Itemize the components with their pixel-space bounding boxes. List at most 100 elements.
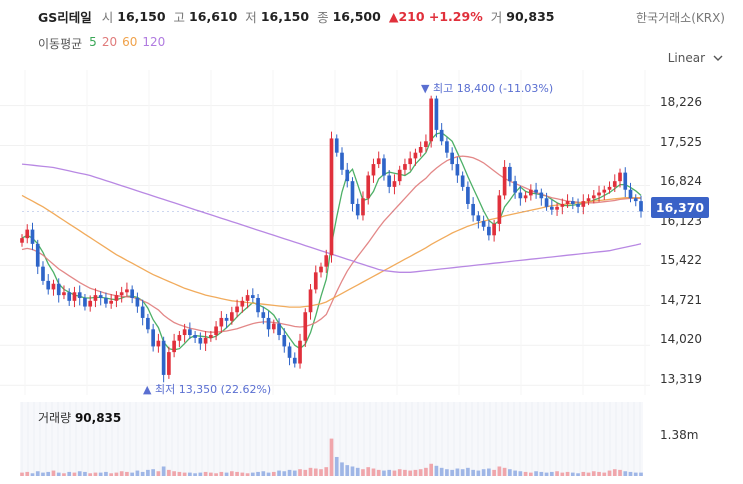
candle-body (46, 280, 51, 290)
volume-bar (549, 471, 554, 476)
candle-body (256, 297, 260, 313)
candle-body (177, 335, 182, 341)
candle-body (633, 198, 638, 202)
candle-body (41, 266, 45, 281)
y-tick-label: 14,721 (660, 293, 702, 307)
candle-body (570, 201, 575, 204)
exchange-label: 한국거래소(KRX) (636, 11, 725, 25)
volume-bar (125, 471, 129, 476)
volume-bar (329, 438, 334, 476)
volume-bar (476, 470, 481, 476)
volume-bar (345, 465, 350, 476)
candle-body (266, 317, 271, 330)
current-price-tag: 16,370 (651, 197, 709, 218)
candle-body (502, 166, 507, 196)
ma-20-label[interactable]: 20 (101, 35, 118, 49)
ma-60-label[interactable]: 60 (122, 35, 138, 49)
scale-dropdown[interactable]: Linear (668, 51, 723, 65)
volume-bar (41, 472, 45, 476)
candle-body (555, 206, 559, 210)
volume-bar (261, 471, 266, 476)
volume-bar (350, 466, 355, 476)
volume-bar (72, 472, 77, 476)
candle-body (434, 98, 439, 130)
volume-bar (513, 470, 517, 476)
candle-body (151, 329, 155, 347)
volume-bar (387, 469, 392, 476)
candle-body (628, 189, 633, 199)
candle-body (355, 203, 360, 216)
candle-body (235, 306, 239, 313)
candle-body (62, 292, 66, 296)
volume-bar (303, 469, 308, 476)
volume-bar (88, 473, 93, 476)
candle-body (508, 166, 512, 182)
volume-bar (591, 471, 596, 476)
candle-body (77, 292, 82, 298)
close-value: 16,500 (332, 8, 381, 24)
volume-bar (445, 469, 449, 476)
high-label: 고 (173, 9, 186, 25)
volume-bar (119, 471, 124, 476)
volume-bar (408, 470, 413, 476)
ma-5-label[interactable]: 5 (89, 35, 97, 49)
volume-bar (628, 471, 633, 476)
candle-body (308, 289, 313, 313)
candle-body (481, 221, 486, 227)
volume-bar (340, 462, 344, 476)
candle-body (72, 292, 77, 301)
candle-body (93, 295, 98, 301)
candle-body (104, 297, 108, 304)
ma-120-label[interactable]: 120 (142, 35, 166, 49)
candle-body (292, 357, 297, 364)
candle-body (140, 306, 145, 318)
volume-bar (518, 471, 523, 476)
candle-body (408, 158, 413, 165)
volume-bar (382, 470, 386, 476)
candle-body (623, 172, 628, 190)
close-label: 종 (317, 9, 329, 25)
candle-body (287, 346, 292, 358)
candle-body (319, 266, 323, 273)
ma-20-line (21, 155, 641, 333)
ma-legend: 이동평균 5 20 60 120 (38, 35, 165, 52)
volume-bar (245, 473, 250, 476)
volume-bar (130, 472, 134, 476)
candle-body (172, 340, 176, 353)
candle-body (591, 195, 596, 199)
candle-body (376, 158, 381, 165)
candle-body (98, 295, 103, 298)
volume-bar (497, 466, 502, 476)
candle-body (219, 317, 224, 327)
candle-body (549, 206, 554, 210)
volume-bar (544, 472, 549, 476)
candle-body (303, 312, 308, 341)
volume-bar (324, 467, 329, 476)
volume-bar (20, 472, 24, 476)
volume-bar (188, 472, 192, 476)
candle-body (518, 192, 523, 199)
candle-body (565, 201, 570, 204)
candle-body (340, 152, 344, 170)
volume-bar (534, 471, 538, 476)
volume-bar (618, 469, 622, 476)
candle-body (429, 98, 434, 142)
volume-bar (555, 471, 559, 476)
volume-bar (466, 467, 470, 476)
candle-body (602, 189, 607, 193)
volume-bar (224, 472, 229, 476)
volume-bar (450, 469, 454, 476)
volume-bar (487, 468, 491, 476)
volume-bar (455, 468, 460, 476)
candle-body (245, 295, 250, 301)
volume-bar (167, 469, 171, 476)
volume-bar (460, 469, 465, 476)
volume-bar (30, 473, 35, 476)
candle-body (114, 295, 119, 301)
volume-bar (392, 470, 397, 476)
candle-body (529, 189, 533, 196)
low-annotation: ▲ 최저 13,350 (22.62%) (143, 383, 272, 396)
volume-value: 90,835 (506, 8, 555, 24)
candle-body (324, 255, 329, 267)
